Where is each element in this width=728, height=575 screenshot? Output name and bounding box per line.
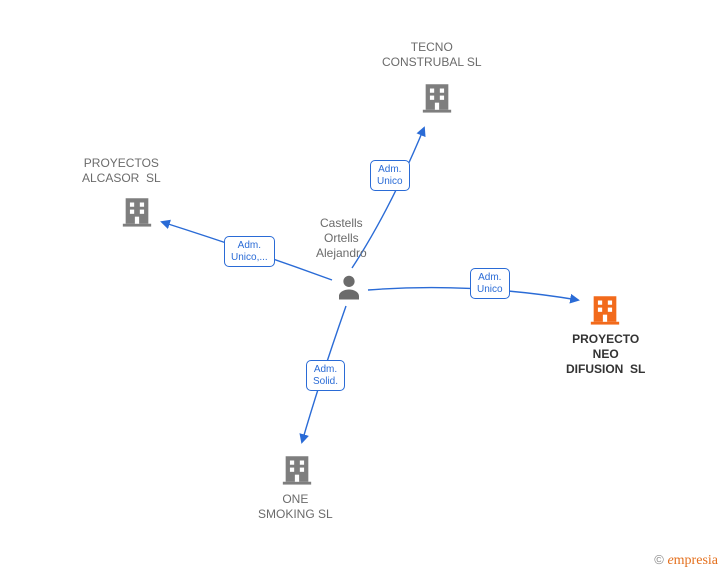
edge-badge: Adm. Solid.	[306, 360, 345, 391]
edges-layer	[0, 0, 728, 575]
center-node-label: Castells Ortells Alejandro	[316, 216, 367, 261]
copyright-symbol: ©	[654, 552, 664, 567]
company-node-label: TECNO CONSTRUBAL SL	[382, 40, 482, 70]
building-icon	[120, 192, 154, 230]
diagram-canvas: Castells Ortells Alejandro TECNO CONSTRU…	[0, 0, 728, 575]
copyright: © empresia	[654, 552, 718, 569]
building-icon	[280, 450, 314, 488]
edge-badge: Adm. Unico	[470, 268, 510, 299]
company-node-label: PROYECTO NEO DIFUSION SL	[566, 332, 645, 377]
building-icon	[420, 78, 454, 116]
brand-name: empresia	[667, 553, 718, 568]
company-node-label: ONE SMOKING SL	[258, 492, 333, 522]
edge-badge: Adm. Unico	[370, 160, 410, 191]
edge-badge: Adm. Unico,...	[224, 236, 275, 267]
company-node-label: PROYECTOS ALCASOR SL	[82, 156, 161, 186]
person-icon	[334, 270, 364, 304]
building-icon	[588, 290, 622, 328]
